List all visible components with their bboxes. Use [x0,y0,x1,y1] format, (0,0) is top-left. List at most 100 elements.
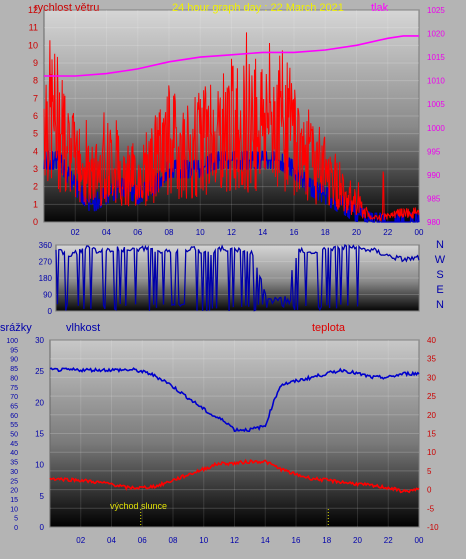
time-tick-label: 06 [138,536,147,545]
direction-tick-label: 180 [39,274,53,283]
wind-speed-tick-label: 1 [33,199,38,209]
humidity-tick-label: 20 [35,398,44,407]
direction-tick-label: 0 [48,307,53,316]
pressure-tick-label: 990 [427,171,441,180]
pressure-tick-label: 980 [427,218,441,227]
temperature-tick-label: 5 [427,467,432,476]
precipitation-tick-label: 85 [10,366,18,373]
time-tick-label: 10 [196,228,205,237]
time-tick-label: 08 [165,228,174,237]
temperature-tick-label: 20 [427,411,436,420]
wind-speed-tick-label: 10 [28,40,38,50]
precipitation-tick-label: 0 [14,525,18,532]
time-tick-label: 04 [107,536,116,545]
time-tick-label: 20 [353,536,362,545]
time-tick-label: 12 [230,536,239,545]
humidity-line [49,367,420,433]
humidity-tick-label: 10 [35,461,44,470]
compass-label: N [436,239,444,251]
temperature-tick-label: 15 [427,430,436,439]
temperature-tick-label: 30 [427,373,436,382]
time-tick-label: 16 [292,536,301,545]
humidity-tick-label: 15 [35,430,44,439]
time-tick-label: 18 [321,228,330,237]
wind-direction-line [55,243,420,312]
time-tick-label: 14 [261,536,270,545]
pressure-tick-label: 1025 [427,6,445,15]
precipitation-tick-label: 100 [6,338,18,345]
wind-speed-line [43,32,420,223]
temperature-line [49,458,420,494]
wind-chart-title: 24 hour graph day : 22 March 2021 [172,2,344,14]
precipitation-tick-label: 75 [10,385,18,392]
precipitation-tick-label: 30 [10,469,18,476]
sunrise-label: východ slunce [110,501,167,511]
wind-speed-tick-label: 8 [33,76,38,86]
time-tick-label: 02 [76,536,85,545]
humidity-tick-label: 0 [40,523,45,532]
precipitation-tick-label: 25 [10,478,18,485]
time-tick-label: 22 [383,228,392,237]
wind-speed-tick-label: 0 [33,217,38,227]
time-tick-label: 06 [133,228,142,237]
wind-speed-tick-label: 2 [33,182,38,192]
compass-label: E [436,284,443,296]
compass-label: N [436,299,444,311]
compass-label: W [435,254,446,266]
pressure-tick-label: 1010 [427,77,445,86]
time-tick-label: 16 [290,228,299,237]
pressure-line [44,35,419,77]
wind-speed-tick-label: 4 [33,146,38,156]
time-tick-label: 18 [322,536,331,545]
precipitation-tick-label: 40 [10,450,18,457]
time-tick-label: 00 [415,228,424,237]
temperature-tick-label: 0 [427,486,432,495]
time-tick-label: 00 [415,536,424,545]
wind-speed-tick-label: 6 [33,111,38,121]
time-tick-label: 12 [227,228,236,237]
time-tick-label: 04 [102,228,111,237]
wind-speed-tick-label: 7 [33,93,38,103]
precipitation-tick-label: 70 [10,394,18,401]
compass-label: S [436,269,443,281]
temperature-tick-label: -5 [427,504,435,513]
precipitation-label: srážky [0,322,32,334]
wind-speed-tick-label: 12 [28,5,38,15]
temperature-tick-label: 10 [427,448,436,457]
pressure-tick-label: 985 [427,194,441,203]
precipitation-tick-label: 45 [10,441,18,448]
time-tick-label: 10 [199,536,208,545]
humidity-tick-label: 5 [40,492,45,501]
humidity-tick-label: 30 [35,336,44,345]
time-tick-label: 08 [169,536,178,545]
precipitation-tick-label: 20 [10,488,18,495]
wind-speed-tick-label: 5 [33,129,38,139]
humidity-tick-label: 25 [35,367,44,376]
pressure-tick-label: 1000 [427,124,445,133]
precipitation-tick-label: 55 [10,422,18,429]
time-tick-label: 02 [71,228,80,237]
temperature-tick-label: 35 [427,355,436,364]
pressure-tick-label: 1005 [427,100,445,109]
pressure-tick-label: 1020 [427,30,445,39]
time-tick-label: 14 [258,228,267,237]
temperature-tick-label: 40 [427,336,436,345]
humidity-label: vlhkost [66,322,100,334]
precipitation-tick-label: 95 [10,347,18,354]
precipitation-tick-label: 15 [10,497,18,504]
precipitation-tick-label: 60 [10,413,18,420]
wind-speed-tick-label: 9 [33,58,38,68]
wind-speed-tick-label: 3 [33,164,38,174]
precipitation-tick-label: 90 [10,357,18,364]
temperature-label: teplota [312,322,346,334]
temperature-tick-label: -10 [427,523,439,532]
precipitation-tick-label: 5 [14,516,18,523]
wind-speed-label: rychlost větru [34,2,99,14]
precipitation-tick-label: 35 [10,460,18,467]
direction-tick-label: 90 [43,291,52,300]
pressure-tick-label: 995 [427,147,441,156]
precipitation-tick-label: 80 [10,375,18,382]
